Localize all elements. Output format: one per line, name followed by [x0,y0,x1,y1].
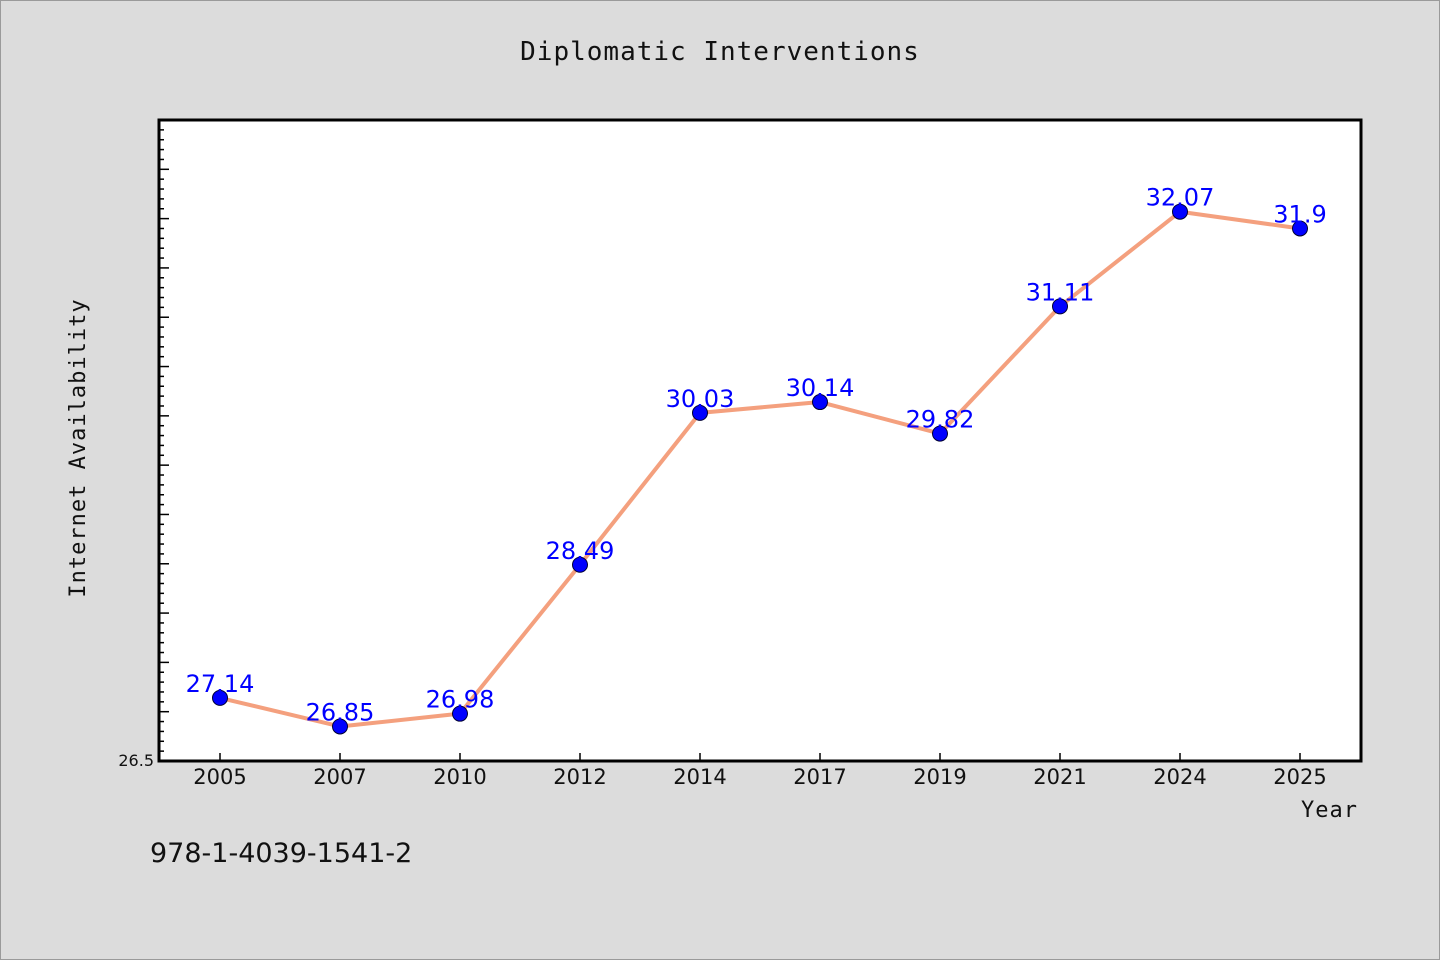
data-point [332,718,348,735]
x-axis-ticks: 2005 2007 2010 2012 2014 2017 2019 2021 2024 2025 [193,753,1327,789]
x-tick-label: 2021 [1033,765,1086,789]
data-point [1292,220,1308,237]
x-tick-label: 2017 [793,765,846,789]
data-point [812,394,828,411]
data-label: 31.9 [1273,200,1326,228]
x-tick-label: 2010 [433,765,486,789]
series-line-group [212,203,1308,735]
data-point [1052,298,1068,315]
data-label: 27.14 [186,670,255,698]
y-tick-label: 26.5 [118,751,154,770]
data-label: 32.07 [1146,184,1215,212]
data-labels-group: 27.14 26.85 26.98 28.49 30.03 30.14 29.82 31.11… [186,184,1327,727]
x-tick-label: 2012 [553,765,606,789]
data-point [932,425,948,442]
data-label: 29.82 [906,406,975,434]
data-point [212,689,228,706]
x-axis-label: Year [1301,798,1358,823]
data-label: 26.98 [426,686,495,714]
x-tick-label: 2005 [193,765,246,789]
data-point [1172,203,1188,220]
data-point [452,705,468,722]
data-label: 30.14 [786,374,855,402]
x-tick-label: 2019 [913,765,966,789]
data-label: 28.49 [546,537,615,565]
isbn-text: 978-1-4039-1541-2 [150,838,412,869]
x-tick-label: 2007 [313,765,366,789]
data-label: 26.85 [306,698,375,726]
data-label: 30.03 [666,385,735,413]
x-tick-label: 2025 [1273,765,1326,789]
series-line [219,209,1301,729]
x-tick-label: 2014 [673,765,726,789]
data-point [692,404,708,421]
y-axis-ticks: 26.5 [118,119,169,770]
data-label: 31.11 [1026,278,1095,306]
x-tick-label: 2024 [1153,765,1206,789]
data-point [572,556,588,573]
y-axis-label: Internet Availability [66,298,91,597]
chart-title: Diplomatic Interventions [520,37,920,67]
